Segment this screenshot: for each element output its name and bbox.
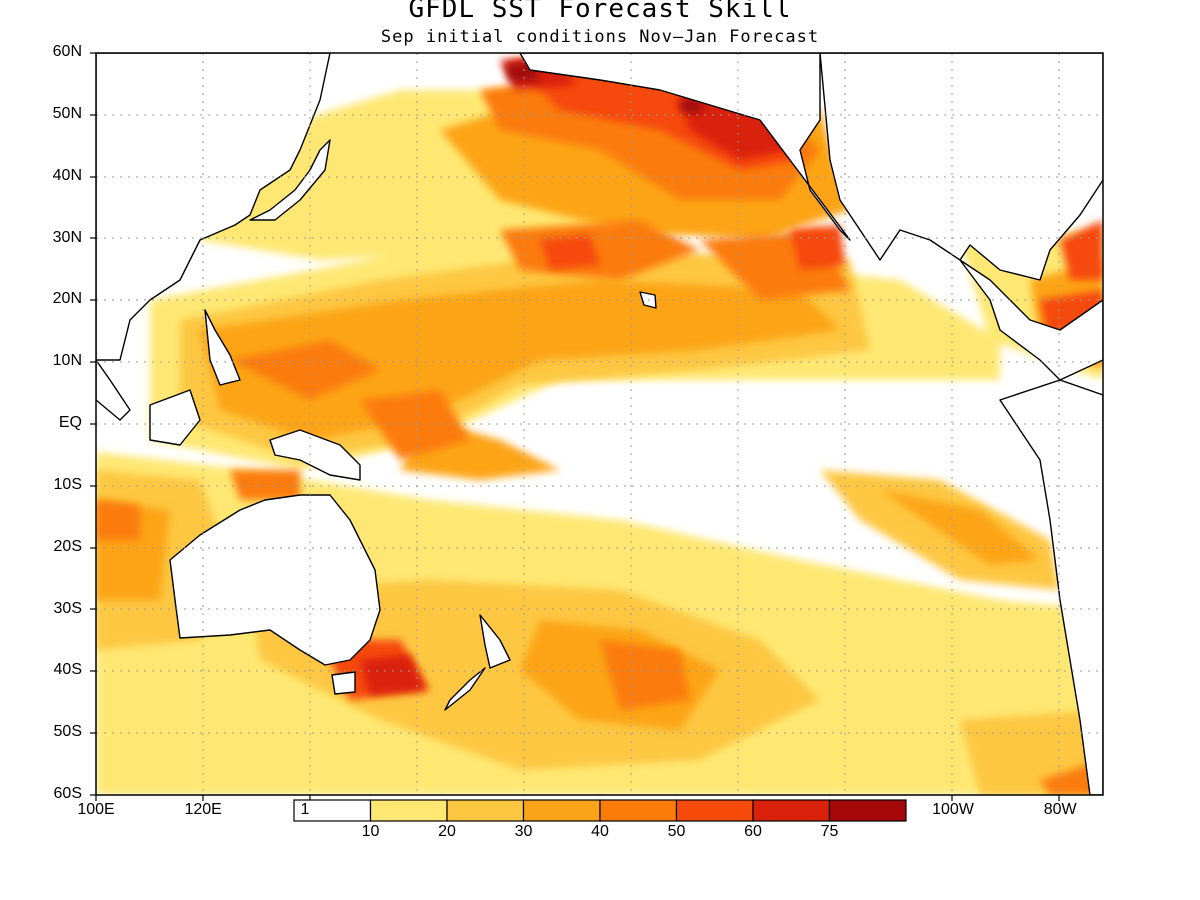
- legend-swatch: [675, 799, 754, 822]
- color-legend: [293, 799, 907, 822]
- north-america-land: [819, 53, 1103, 381]
- lat-label: EQ: [58, 414, 82, 431]
- lat-label: 60S: [53, 785, 82, 802]
- land-masses: [96, 53, 1103, 795]
- lat-label: 60N: [52, 43, 82, 60]
- lat-label: 20S: [53, 537, 82, 555]
- figure-subtitle: Sep initial conditions Nov–Jan Forecast: [380, 27, 820, 47]
- philippines-land: [204, 309, 241, 386]
- legend-swatch: [522, 799, 601, 822]
- japan-land: [249, 139, 331, 221]
- lat-label: 30S: [53, 599, 82, 617]
- lat-label: 50N: [52, 104, 82, 122]
- legend-tick-label: 75: [820, 823, 839, 840]
- legend-tick-label: 30: [514, 823, 533, 840]
- new-zealand-south-land: [444, 667, 486, 711]
- sumatra-land: [96, 359, 131, 421]
- asia-mainland-land: [96, 53, 331, 361]
- south-america-land: [999, 379, 1103, 795]
- tasmania-land: [331, 671, 356, 695]
- legend-swatch: [828, 799, 907, 822]
- legend-swatch: [599, 799, 678, 822]
- lat-label: 10S: [53, 475, 82, 493]
- australia-land: [169, 494, 381, 666]
- new-guinea-land: [269, 429, 361, 481]
- lat-label: 50S: [53, 723, 82, 741]
- legend-tick-label: 40: [591, 823, 609, 840]
- lat-label: 40N: [52, 166, 82, 184]
- legend-tick-label: 10: [361, 823, 380, 840]
- skill-contour-field: [96, 53, 1103, 795]
- lat-label: 10N: [52, 352, 82, 370]
- new-zealand-north-land: [479, 614, 511, 669]
- legend-swatch: [369, 799, 448, 822]
- legend-swatch: [752, 799, 831, 822]
- legend-tick-label: 60: [744, 823, 762, 840]
- lat-label: 30N: [52, 228, 82, 246]
- lat-label: 20N: [52, 290, 82, 308]
- lon-label: 100E: [77, 801, 115, 818]
- lon-label: 80W: [1043, 801, 1077, 818]
- legend-swatch: [446, 799, 525, 822]
- lat-label: 40S: [53, 661, 82, 679]
- legend-tick-label: 50: [667, 823, 686, 840]
- lon-label: 1: [300, 801, 310, 818]
- lon-label: 120E: [184, 801, 222, 818]
- lon-label: 100W: [932, 801, 974, 818]
- page-title: GFDL SST Forecast Skill: [408, 0, 792, 24]
- borneo-land: [149, 389, 201, 446]
- legend-tick-label: 20: [438, 823, 456, 840]
- alaska-canada-land: [519, 53, 851, 241]
- tick-marks: [90, 52, 1060, 801]
